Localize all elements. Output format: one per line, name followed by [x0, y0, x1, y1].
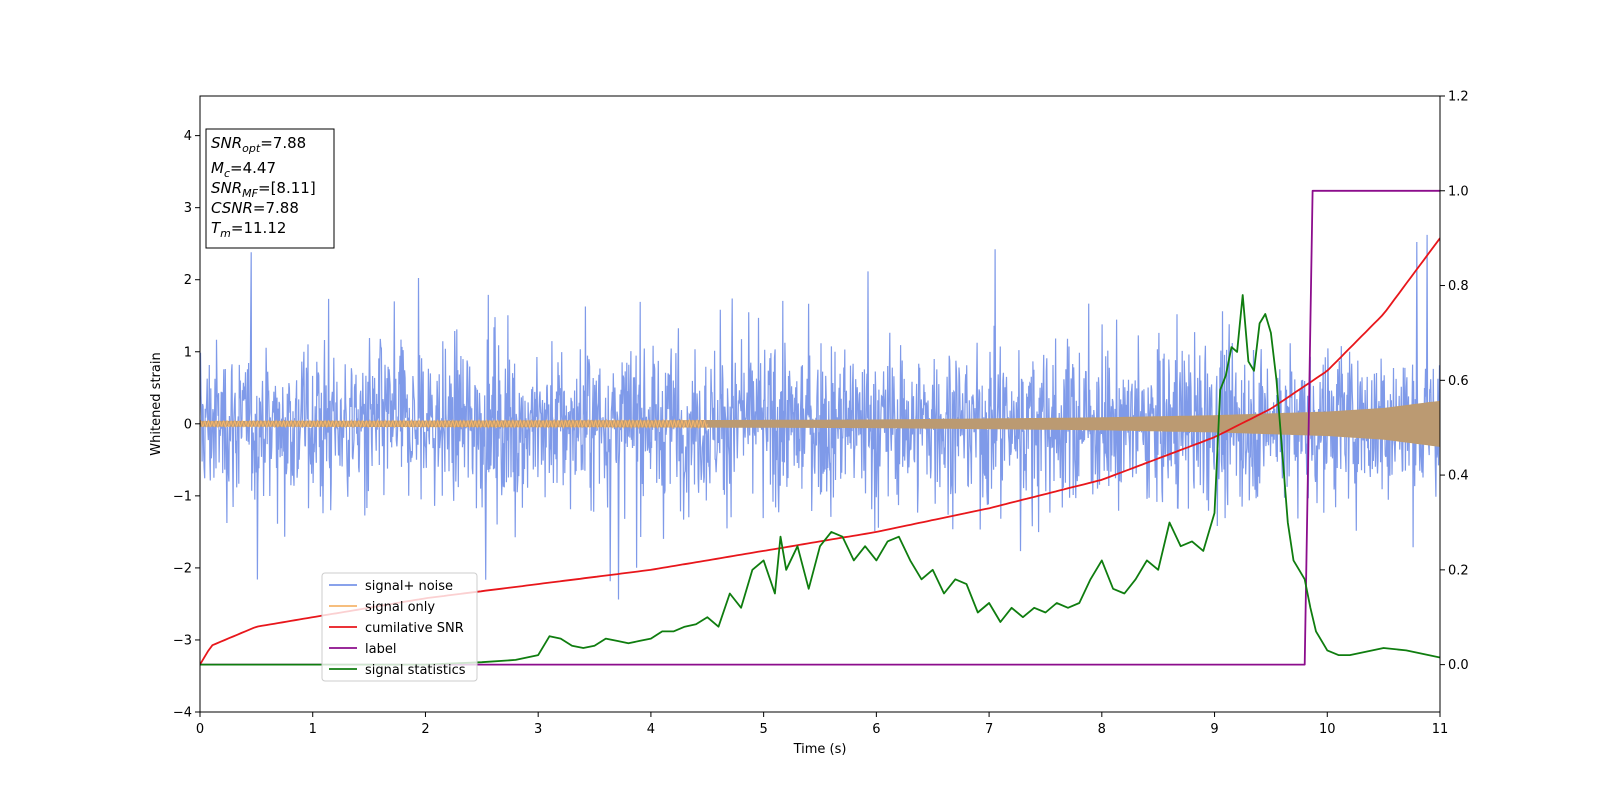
- x-tick-label: 10: [1319, 722, 1336, 737]
- y-tick-label: −4: [173, 706, 192, 721]
- y-tick-label: 4: [184, 129, 192, 144]
- info-line: Mc=4.47: [211, 159, 276, 180]
- x-tick-label: 1: [309, 722, 317, 737]
- y2-tick-label: 0.4: [1448, 469, 1469, 484]
- legend-frame: [321, 572, 478, 682]
- x-tick-label: 11: [1432, 722, 1449, 737]
- info-value: =7.88: [260, 134, 306, 152]
- x-tick-label: 9: [1210, 722, 1218, 737]
- x-tick-label: 8: [1098, 722, 1106, 737]
- y-tick-label: 2: [184, 273, 192, 288]
- info-value: =[8.11]: [258, 179, 316, 197]
- info-var: M: [211, 159, 224, 177]
- info-var: SNR: [211, 179, 242, 197]
- axes-frame: [199, 95, 1441, 713]
- info-var: CSNR: [211, 199, 253, 217]
- info-line: Tm=11.12: [211, 219, 286, 240]
- info-sub: c: [224, 167, 230, 180]
- legend-entry: signal only: [365, 600, 435, 615]
- x-tick-label: 0: [196, 722, 204, 737]
- y-tick-label: −3: [173, 633, 192, 648]
- info-value: =4.47: [230, 159, 276, 177]
- y2-tick-label: 0.6: [1448, 374, 1469, 389]
- y-tick-label: 1: [184, 345, 192, 360]
- legend: signal+ noise signal only cumilative SNR la…: [321, 572, 478, 682]
- x-tick-label: 6: [872, 722, 880, 737]
- x-tick-label: 7: [985, 722, 993, 737]
- y-tick-label: 3: [184, 201, 192, 216]
- y-tick-label: −2: [173, 561, 192, 576]
- info-sub: m: [220, 227, 231, 240]
- y2-tick-label: 0.8: [1448, 279, 1469, 294]
- series-signal-only-ripple: [200, 418, 708, 430]
- x-tick-label: 4: [647, 722, 655, 737]
- y2-tick-label: 0.2: [1448, 563, 1469, 578]
- info-var: T: [211, 219, 222, 237]
- y-tick-label: −1: [173, 489, 192, 504]
- info-sub: opt: [242, 142, 261, 155]
- x-tick-label: 3: [534, 722, 542, 737]
- info-line: SNRopt=7.88: [211, 134, 306, 155]
- series-signal-noise: [200, 234, 1440, 600]
- legend-entry: label: [365, 642, 396, 657]
- legend-entry: cumilative SNR: [365, 621, 464, 636]
- info-value: =7.88: [253, 199, 299, 217]
- x-axis-label: Time (s): [793, 742, 847, 757]
- legend-entry: signal statistics: [365, 663, 466, 678]
- info-line: CSNR=7.88: [211, 199, 299, 217]
- y-axis-label: Whitened strain: [149, 352, 164, 455]
- info-box: SNRopt=7.88Mc=4.47SNRMF=[8.11]CSNR=7.88T…: [205, 128, 335, 249]
- y2-tick-label: 1.0: [1448, 184, 1469, 199]
- info-line: SNRMF=[8.11]: [211, 179, 316, 200]
- x-tick-label: 2: [421, 722, 429, 737]
- x-tick-label: 5: [759, 722, 767, 737]
- y2-tick-label: 0.0: [1448, 658, 1469, 673]
- info-box-frame: [205, 128, 335, 249]
- info-sub: MF: [242, 187, 258, 200]
- series-signal-only: [200, 400, 1440, 447]
- legend-entry: signal+ noise: [365, 579, 453, 594]
- axis-ticks: 0 1 2 3 4 5 6 7 8 9 10 11 −4 −3 −2 −1 0 1 2 3 4 0.0 0.2 0.4 0.6 0…: [173, 90, 1469, 738]
- y-tick-label: 0: [184, 417, 192, 432]
- series-label: [200, 189, 1440, 666]
- series-signal-statistics: [200, 294, 1440, 666]
- info-value: =11.12: [231, 219, 287, 237]
- info-var: SNR: [211, 134, 242, 152]
- y2-tick-label: 1.2: [1448, 90, 1469, 105]
